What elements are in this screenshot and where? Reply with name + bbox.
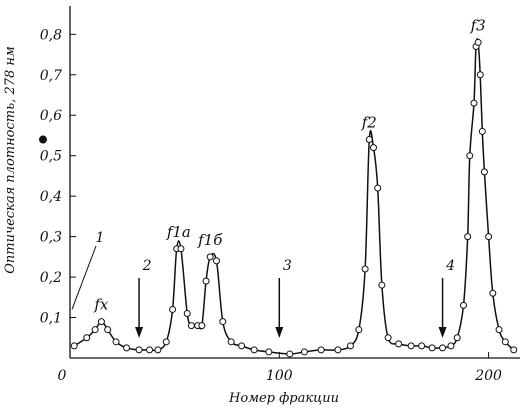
data-point	[187, 322, 195, 330]
annotation-leader-line	[71, 245, 97, 310]
data-point	[510, 346, 518, 354]
data-point	[501, 338, 509, 346]
data-point	[346, 342, 354, 350]
data-point	[361, 265, 369, 273]
data-point	[447, 342, 455, 350]
data-series	[73, 38, 515, 355]
data-point	[97, 318, 105, 326]
data-point	[162, 338, 170, 346]
x-tick-label: 100	[266, 368, 293, 384]
data-point	[317, 346, 325, 354]
data-point	[169, 305, 177, 313]
data-point	[177, 245, 185, 253]
data-point	[238, 342, 246, 350]
data-point	[466, 152, 474, 160]
data-point	[478, 127, 486, 135]
data-point	[459, 301, 467, 309]
data-point	[286, 350, 294, 358]
data-point	[202, 277, 210, 285]
data-point	[489, 289, 497, 297]
y-tick-label: 0,4	[40, 189, 62, 205]
elution-curve	[73, 38, 515, 355]
y-tick-label: 0,6	[40, 108, 62, 124]
data-point	[104, 326, 112, 334]
data-point	[378, 281, 386, 289]
data-point	[453, 334, 461, 342]
data-point	[300, 348, 308, 356]
y-axis-title: Оптическая плотность, 278 нм	[3, 46, 18, 273]
chart-axes	[69, 6, 520, 359]
fraction-arrow-head	[438, 327, 447, 338]
x-axis-ticks: 0 100 200	[58, 352, 502, 384]
data-point	[112, 338, 120, 346]
data-point	[476, 71, 484, 79]
data-point	[495, 326, 503, 334]
data-point	[227, 338, 235, 346]
fraction-markers: 2 3 4	[135, 258, 455, 338]
y-tick-label: 0,5	[40, 149, 62, 165]
data-point	[183, 309, 191, 317]
y-tick-label: 0,2	[40, 270, 62, 286]
data-point	[384, 334, 392, 342]
data-point	[485, 233, 493, 241]
data-point	[198, 322, 206, 330]
data-point	[428, 344, 436, 352]
y-tick-label: 0,1	[40, 311, 62, 327]
y-tick-label: 0,8	[40, 27, 62, 43]
data-point	[334, 346, 342, 354]
dot-icon	[39, 135, 47, 144]
y-axis-ticks: 0,1 0,2 0,3 0,4 0,5 0,6 0,7 0,8	[40, 27, 76, 327]
fraction-arrow-head	[275, 327, 284, 338]
data-point	[206, 253, 214, 261]
data-point	[480, 168, 488, 176]
x-tick-label: 200	[474, 368, 502, 384]
peak-label: f3	[470, 16, 486, 34]
x-axis-title: Номер фракции	[228, 391, 339, 406]
peak-label: f1a	[166, 223, 191, 241]
data-point	[265, 348, 273, 356]
fraction-arrow-label: 3	[283, 258, 292, 274]
y-tick-label: 0,7	[40, 68, 62, 84]
data-point	[369, 144, 377, 152]
data-point	[219, 318, 227, 326]
fraction-arrow-label: 4	[445, 258, 455, 274]
data-point	[395, 340, 403, 348]
data-points	[70, 38, 518, 358]
data-point	[91, 326, 99, 334]
data-point	[474, 38, 482, 46]
fraction-arrow-label: 2	[142, 258, 152, 274]
data-point	[135, 346, 143, 354]
x-tick-label: 0	[58, 368, 67, 384]
data-point	[83, 334, 91, 342]
data-point	[146, 346, 154, 354]
peak-labels: fx f1a f1б f2 f3 1	[39, 16, 486, 314]
data-point	[213, 257, 221, 265]
data-point	[418, 342, 426, 350]
annotation-label: 1	[96, 230, 105, 246]
y-tick-label: 0,3	[40, 230, 62, 246]
data-point	[470, 99, 478, 107]
data-point	[439, 344, 447, 352]
peak-label: f2	[361, 114, 377, 132]
data-point	[374, 184, 382, 192]
data-point	[355, 326, 363, 334]
data-point	[464, 233, 472, 241]
fraction-arrow-head	[135, 327, 144, 338]
peak-label: fx	[93, 296, 109, 314]
data-point	[365, 136, 373, 144]
data-point	[123, 344, 131, 352]
data-point	[70, 342, 78, 350]
data-point	[250, 346, 258, 354]
peak-label: f1б	[197, 231, 223, 249]
data-point	[154, 346, 162, 354]
data-point	[407, 342, 415, 350]
